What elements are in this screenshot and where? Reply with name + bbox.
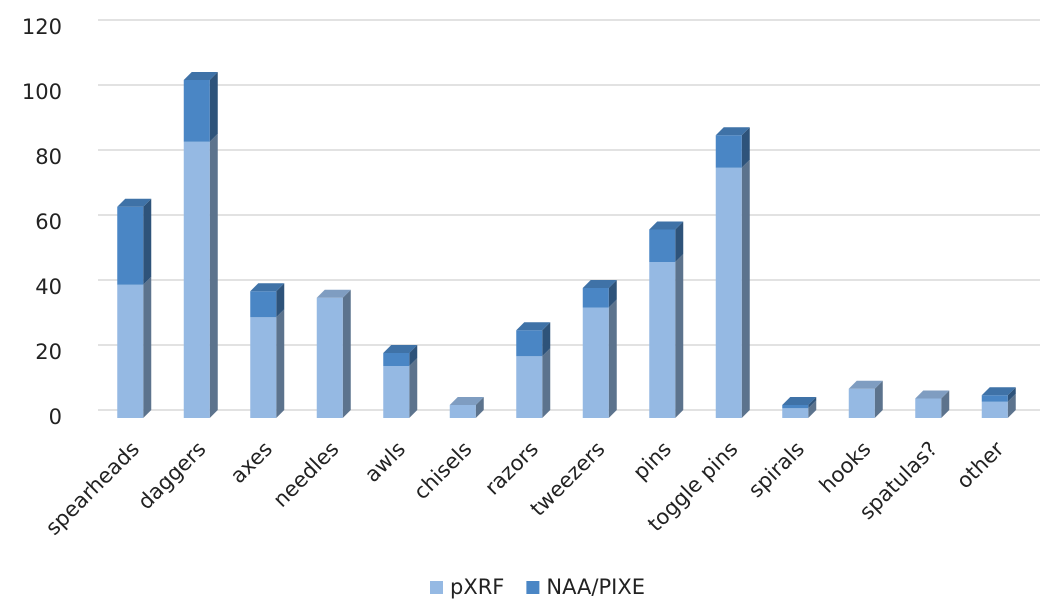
bar-top [848, 380, 883, 389]
bar [516, 330, 543, 357]
y-tick-label: 60 [35, 210, 62, 234]
bar [183, 80, 210, 142]
bar [117, 284, 144, 418]
y-tick-label: 120 [22, 15, 62, 39]
bar [117, 206, 144, 285]
bar-top [649, 221, 684, 230]
legend-swatch [526, 581, 540, 594]
x-tick-label: awls [360, 437, 410, 487]
bar [516, 356, 543, 418]
x-tick-label: daggers [133, 437, 210, 514]
bar-side [209, 72, 218, 142]
bar-side [741, 127, 750, 168]
bar-top [449, 397, 484, 405]
bar-side [342, 289, 351, 418]
bar-side [675, 221, 684, 262]
bar [782, 405, 809, 409]
y-tick-label: 0 [49, 405, 62, 429]
x-tick-label: axes [226, 437, 277, 488]
bar-top [582, 280, 617, 288]
bar [981, 395, 1008, 402]
bar-side [276, 283, 285, 318]
bar [715, 167, 742, 418]
bar-top [981, 387, 1016, 396]
bar [981, 401, 1008, 418]
y-tick-label: 100 [22, 80, 62, 104]
x-tick-label: pins [628, 437, 676, 485]
y-tick-label: 40 [35, 275, 62, 299]
bar-side [143, 276, 152, 418]
bar-top [316, 289, 351, 298]
bar [649, 229, 676, 262]
bar [649, 262, 676, 418]
bar-side [941, 390, 950, 418]
bar [782, 408, 809, 418]
bar-side [209, 133, 218, 418]
bar-top [915, 390, 950, 399]
x-tick-label: razors [480, 437, 543, 500]
legend: pXRF NAA/PIXE [430, 575, 645, 599]
bar [250, 317, 277, 418]
bar-side [874, 380, 883, 418]
x-tick-label: needles [268, 437, 343, 512]
x-tick-label: hooks [815, 437, 876, 498]
bar-side [808, 400, 817, 418]
y-tick-label: 80 [35, 145, 62, 169]
bar-side [675, 254, 684, 418]
bar-side [608, 280, 617, 308]
bar [715, 135, 742, 168]
bar-top [383, 345, 418, 353]
bar-top [250, 283, 285, 292]
bar [250, 291, 277, 318]
bar [582, 288, 609, 308]
bar-top [715, 127, 750, 136]
bar-side [608, 299, 617, 418]
bar-side [409, 345, 418, 366]
bar [383, 353, 410, 366]
bar-top [516, 322, 551, 331]
x-tick-label: spirals [744, 437, 809, 502]
bar-side [1007, 393, 1016, 418]
bar [316, 297, 343, 418]
x-tick-label: spearheads [41, 437, 144, 540]
bar-side [1007, 387, 1016, 402]
bar-top [782, 397, 817, 405]
bar-side [276, 309, 285, 418]
bar-top [117, 198, 152, 207]
bar-side [808, 397, 817, 409]
bar-side [542, 348, 551, 418]
bar [582, 307, 609, 418]
bar-top [183, 72, 218, 80]
legend-label: NAA/PIXE [546, 575, 645, 599]
bar [449, 405, 476, 418]
y-tick-label: 20 [35, 340, 62, 364]
bar-side [741, 159, 750, 418]
bar [848, 388, 875, 418]
bar-side [542, 322, 551, 357]
bar [183, 141, 210, 418]
bar [383, 366, 410, 418]
legend-swatch [430, 581, 443, 594]
x-tick-label: chisels [409, 437, 476, 504]
legend-label: pXRF [450, 575, 504, 599]
x-tick-label: other [952, 437, 1009, 494]
bar [915, 398, 942, 418]
bar-side [409, 358, 418, 418]
bar-side [475, 397, 484, 418]
bar-side [143, 198, 152, 285]
